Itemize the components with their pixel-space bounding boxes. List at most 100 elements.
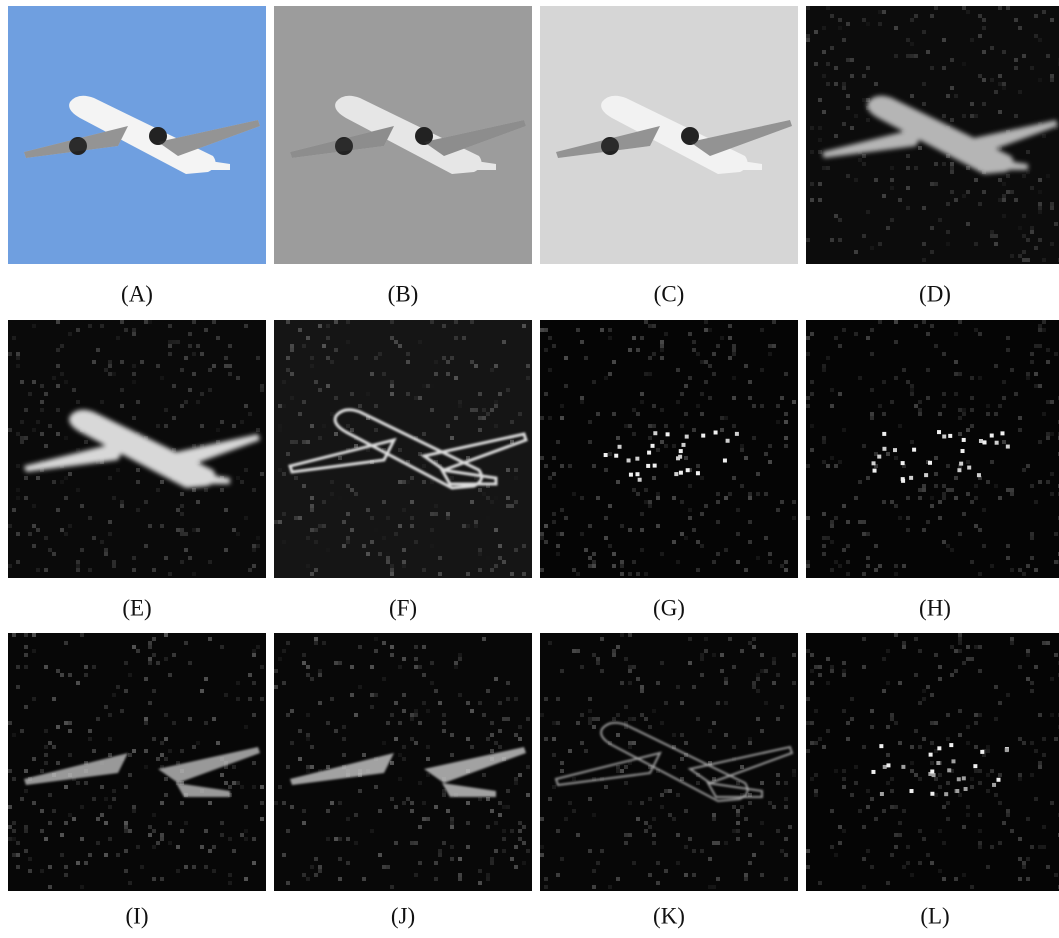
noise-pixel: [906, 528, 910, 532]
noise-pixel: [136, 468, 140, 472]
noise-pixel: [890, 777, 894, 781]
noise-pixel: [826, 536, 830, 540]
noise-pixel: [768, 344, 772, 348]
noise-pixel: [918, 146, 922, 150]
noise-pixel: [168, 324, 172, 328]
noise-pixel: [998, 82, 1002, 86]
noise-pixel: [518, 837, 522, 841]
activation: [951, 759, 955, 763]
noise-pixel: [354, 444, 358, 448]
noise-pixel: [294, 440, 298, 444]
noise-pixel: [890, 500, 894, 504]
noise-pixel: [346, 536, 350, 540]
noise-pixel: [716, 701, 720, 705]
noise-pixel: [680, 500, 684, 504]
noise-pixel: [1002, 86, 1006, 90]
noise-pixel: [116, 468, 120, 472]
noise-pixel: [890, 186, 894, 190]
noise-pixel: [80, 633, 84, 637]
noise-pixel: [922, 242, 926, 246]
noise-pixel: [616, 436, 620, 440]
noise-pixel: [600, 849, 604, 853]
noise-pixel: [930, 496, 934, 500]
noise-pixel: [628, 348, 632, 352]
noise-pixel: [1022, 865, 1026, 869]
noise-pixel: [1050, 677, 1054, 681]
noise-pixel: [616, 480, 620, 484]
noise-pixel: [760, 404, 764, 408]
noise-pixel: [838, 26, 842, 30]
noise-pixel: [894, 340, 898, 344]
activation: [674, 472, 678, 476]
noise-pixel: [20, 729, 24, 733]
noise-pixel: [950, 190, 954, 194]
noise-pixel: [862, 825, 866, 829]
noise-pixel: [1030, 689, 1034, 693]
noise-pixel: [966, 460, 970, 464]
noise-pixel: [946, 94, 950, 98]
noise-pixel: [818, 737, 822, 741]
noise-pixel: [274, 685, 278, 689]
noise-pixel: [518, 773, 522, 777]
noise-pixel: [842, 673, 846, 677]
noise-pixel: [318, 388, 322, 392]
noise-pixel: [540, 532, 544, 536]
noise-pixel: [978, 376, 982, 380]
noise-pixel: [556, 552, 560, 556]
noise-pixel: [136, 480, 140, 484]
noise-pixel: [438, 853, 442, 857]
noise-pixel: [898, 681, 902, 685]
noise-pixel: [958, 649, 962, 653]
noise-pixel: [998, 496, 1002, 500]
noise-pixel: [84, 861, 88, 865]
noise-pixel: [990, 769, 994, 773]
noise-pixel: [870, 709, 874, 713]
noise-pixel: [898, 516, 902, 520]
noise-pixel: [502, 560, 506, 564]
noise-pixel: [704, 360, 708, 364]
noise-pixel: [834, 134, 838, 138]
noise-pixel: [274, 669, 278, 673]
noise-pixel: [628, 572, 632, 576]
noise-pixel: [962, 114, 966, 118]
noise-pixel: [568, 464, 572, 468]
noise-pixel: [286, 713, 290, 717]
noise-pixel: [886, 753, 890, 757]
noise-pixel: [1046, 432, 1050, 436]
noise-pixel: [232, 849, 236, 853]
noise-pixel: [220, 773, 224, 777]
noise-pixel: [552, 456, 556, 460]
noise-pixel: [282, 801, 286, 805]
noise-pixel: [526, 849, 530, 853]
noise-pixel: [228, 785, 232, 789]
noise-pixel: [330, 412, 334, 416]
noise-pixel: [1050, 202, 1054, 206]
noise-pixel: [624, 765, 628, 769]
noise-pixel: [910, 392, 914, 396]
noise-pixel: [978, 713, 982, 717]
noise-pixel: [604, 376, 608, 380]
noise-pixel: [990, 845, 994, 849]
noise-pixel: [660, 348, 664, 352]
noise-pixel: [560, 532, 564, 536]
noise-pixel: [104, 548, 108, 552]
noise-pixel: [652, 424, 656, 428]
noise-pixel: [732, 352, 736, 356]
noise-pixel: [434, 372, 438, 376]
noise-pixel: [724, 496, 728, 500]
activation: [962, 438, 966, 442]
noise-pixel: [962, 6, 966, 10]
noise-pixel: [772, 320, 776, 324]
noise-pixel: [208, 388, 212, 392]
noise-pixel: [592, 380, 596, 384]
noise-pixel: [490, 857, 494, 861]
noise-pixel: [470, 500, 474, 504]
noise-pixel: [712, 721, 716, 725]
activation: [983, 440, 987, 444]
noise-pixel: [1054, 222, 1058, 226]
noise-pixel: [514, 548, 518, 552]
noise-pixel: [310, 496, 314, 500]
noise-pixel: [544, 737, 548, 741]
noise-pixel: [322, 641, 326, 645]
noise-pixel: [346, 540, 350, 544]
